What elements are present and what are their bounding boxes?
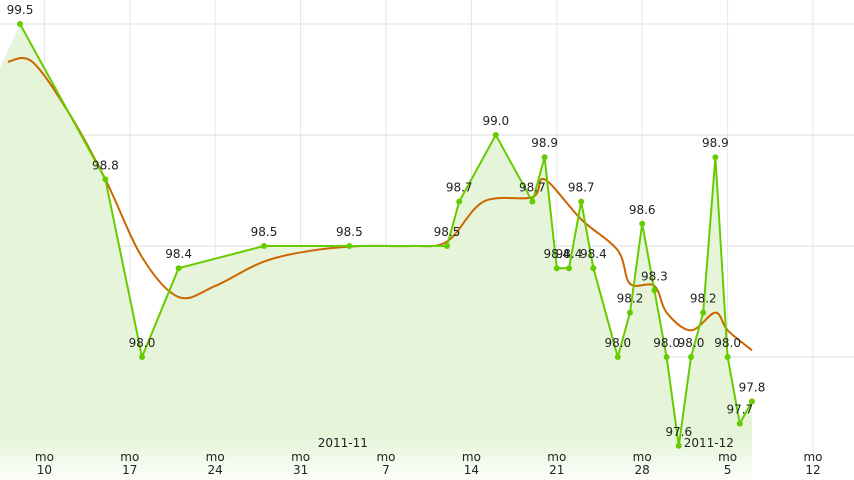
data-point	[590, 265, 597, 272]
x-tick-prefix: mo	[633, 450, 652, 464]
x-tick-prefix: mo	[376, 450, 395, 464]
data-label: 98.8	[92, 158, 119, 172]
x-month-label: 2011-12	[684, 436, 734, 450]
data-label: 98.2	[617, 292, 644, 306]
data-label: 99.5	[7, 3, 34, 17]
x-axis-layer: mo10mo17mo24mo31mo7mo14mo21mo28mo5mo1220…	[35, 436, 823, 477]
data-point	[139, 354, 145, 360]
data-label: 98.2	[690, 292, 717, 306]
x-tick-prefix: mo	[718, 450, 737, 464]
data-point	[749, 398, 755, 405]
data-point	[492, 132, 499, 138]
data-label: 98.0	[714, 336, 741, 350]
data-label: 98.7	[519, 181, 546, 195]
trend-line	[7, 57, 753, 352]
x-tick-prefix: mo	[462, 450, 481, 464]
data-point	[456, 198, 463, 205]
data-point	[614, 354, 621, 360]
data-label: 98.9	[531, 136, 558, 150]
data-point	[346, 243, 353, 249]
x-tick-label: 31	[293, 463, 308, 477]
data-point	[675, 442, 682, 449]
data-point	[736, 420, 743, 427]
data-label: 98.6	[629, 203, 656, 217]
data-label: 99.0	[482, 114, 509, 128]
data-point	[566, 265, 572, 272]
points-layer	[17, 21, 755, 449]
data-label: 97.8	[739, 380, 766, 394]
series-area-fill	[0, 24, 752, 480]
data-label: 98.7	[568, 181, 595, 195]
data-label: 98.0	[678, 336, 705, 350]
data-point	[444, 243, 450, 249]
x-tick-label: 24	[208, 463, 223, 477]
x-tick-prefix: mo	[803, 450, 822, 464]
x-month-label: 2011-11	[318, 436, 368, 450]
x-tick-label: 17	[122, 463, 137, 477]
data-label: 98.0	[653, 336, 680, 350]
data-label: 97.7	[726, 403, 753, 417]
x-tick-prefix: mo	[120, 450, 139, 464]
data-label: 98.4	[556, 247, 583, 261]
data-label: 98.5	[434, 225, 461, 239]
data-point	[712, 154, 719, 161]
data-point	[688, 354, 694, 360]
data-label: 98.4	[543, 247, 570, 261]
data-label: 98.5	[336, 225, 363, 239]
x-tick-prefix: mo	[35, 450, 54, 464]
data-label: 98.9	[702, 136, 729, 150]
data-point	[578, 198, 585, 205]
data-label: 98.3	[641, 269, 668, 283]
data-point	[627, 309, 633, 316]
data-point	[700, 309, 707, 316]
x-tick-label: 28	[635, 463, 650, 477]
data-label: 98.4	[165, 247, 192, 261]
data-label: 98.0	[129, 336, 156, 350]
data-label: 98.4	[580, 247, 607, 261]
value-labels-layer: 99.5 98.8 98.0 98.4 98.5 98.5 98.5 98.7 99.0 98.7…	[7, 3, 766, 439]
x-tick-label: 12	[805, 463, 820, 477]
data-label: 97.6	[665, 425, 692, 439]
x-axis-band	[0, 436, 854, 480]
data-point	[102, 176, 109, 183]
trend-layer	[7, 57, 753, 352]
area-layer	[0, 24, 752, 480]
data-point	[724, 354, 731, 360]
x-tick-label: 14	[464, 463, 479, 477]
x-tick-prefix: mo	[547, 450, 566, 464]
x-tick-label: 5	[724, 463, 732, 477]
data-point	[175, 265, 182, 272]
x-tick-label: 21	[549, 463, 564, 477]
data-point	[553, 265, 560, 272]
data-point	[651, 287, 658, 294]
data-point	[529, 198, 536, 205]
data-label: 98.5	[251, 225, 278, 239]
data-point	[261, 243, 267, 249]
x-tick-label: 7	[382, 463, 390, 477]
x-tick-label: 10	[37, 463, 52, 477]
data-label: 98.0	[604, 336, 631, 350]
data-label: 98.7	[446, 181, 473, 195]
data-point	[541, 154, 548, 161]
data-point	[17, 21, 23, 27]
data-point	[663, 354, 670, 360]
data-point	[639, 220, 646, 227]
x-tick-prefix: mo	[291, 450, 310, 464]
x-tick-prefix: mo	[206, 450, 225, 464]
